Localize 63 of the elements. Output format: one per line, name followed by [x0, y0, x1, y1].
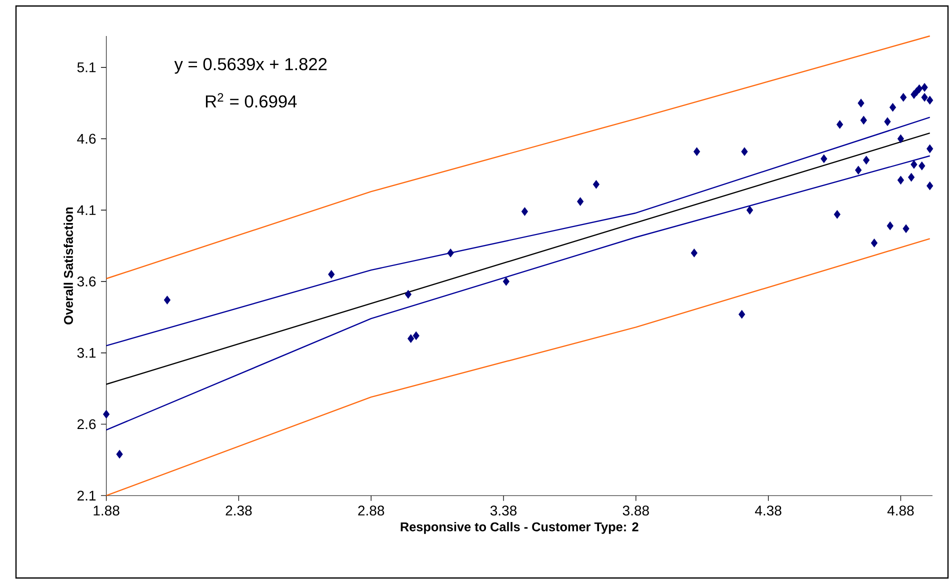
- point: [502, 277, 510, 286]
- point: [926, 144, 934, 154]
- point: [884, 117, 891, 126]
- point: [328, 270, 335, 279]
- point: [116, 450, 123, 458]
- point: [863, 156, 870, 164]
- point: [521, 207, 528, 216]
- point: [103, 410, 110, 418]
- point: [741, 147, 748, 156]
- point: [694, 147, 700, 156]
- line-series: [106, 116, 930, 346]
- x-tick-label: 1.88: [94, 506, 120, 516]
- point: [447, 248, 454, 258]
- point: [926, 96, 934, 104]
- point: [164, 296, 170, 304]
- y-tick-label: 4.1: [77, 205, 96, 215]
- point: [690, 248, 698, 258]
- point: [404, 290, 412, 299]
- point: [926, 182, 934, 190]
- line-series: [106, 238, 930, 496]
- x-tick-label: 2.38: [226, 506, 252, 516]
- y-tick-label: 5.1: [77, 62, 96, 72]
- y-tick-label: 2.1: [78, 490, 96, 500]
- point: [900, 93, 907, 102]
- y-tick-label: 3.1: [77, 348, 96, 358]
- annotation: R$^{2}$ = 0.6994: [206, 93, 297, 108]
- x-tick-label: 2.88: [358, 506, 384, 516]
- point: [412, 331, 420, 340]
- point: [746, 206, 754, 214]
- x-tick-label: 4.88: [887, 506, 914, 516]
- point: [855, 166, 862, 174]
- point: [592, 180, 600, 189]
- x-axis-title: Responsive to Calls - Customer Type: 2: [400, 522, 638, 534]
- point: [910, 160, 918, 169]
- point: [870, 238, 878, 248]
- point: [738, 310, 746, 319]
- point: [897, 134, 904, 144]
- y-tick-label: 3.6: [77, 276, 96, 286]
- line-series: [106, 155, 930, 431]
- y-tick-label: 4.6: [77, 134, 96, 144]
- point: [408, 334, 414, 343]
- y-tick-label: 2.6: [78, 419, 96, 430]
- point: [886, 222, 894, 230]
- point: [921, 93, 928, 102]
- point: [916, 84, 923, 94]
- point: [902, 224, 910, 233]
- point: [577, 197, 584, 206]
- x-tick-label: 4.38: [755, 506, 782, 516]
- y-axis-title: Overall Satisfaction: [64, 207, 73, 324]
- point: [820, 154, 828, 164]
- point: [897, 176, 904, 184]
- line-series: [106, 35, 930, 280]
- point: [860, 116, 867, 124]
- point: [858, 98, 864, 108]
- point: [921, 83, 928, 92]
- point: [908, 173, 915, 182]
- point: [836, 120, 844, 129]
- x-tick-label: 3.38: [490, 506, 517, 516]
- point: [890, 103, 896, 112]
- point: [918, 162, 926, 170]
- point: [834, 210, 840, 219]
- x-tick-label: 3.88: [622, 506, 649, 516]
- annotation: y = 0.5639x + 1.822: [174, 58, 327, 74]
